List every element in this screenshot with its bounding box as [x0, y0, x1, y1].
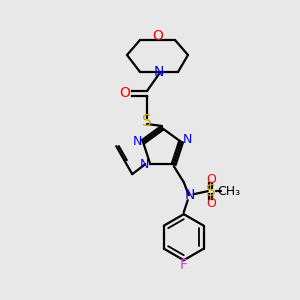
- Text: N: N: [140, 158, 149, 171]
- Text: N: N: [154, 65, 164, 79]
- Text: CH₃: CH₃: [217, 185, 240, 198]
- Text: N: N: [184, 188, 195, 202]
- Text: N: N: [132, 135, 142, 148]
- Text: S: S: [142, 113, 152, 128]
- Text: N: N: [182, 133, 192, 146]
- Text: O: O: [120, 86, 130, 100]
- Text: O: O: [152, 29, 163, 43]
- Text: O: O: [206, 173, 216, 186]
- Text: O: O: [206, 197, 216, 210]
- Text: S: S: [206, 184, 216, 199]
- Text: F: F: [180, 258, 188, 272]
